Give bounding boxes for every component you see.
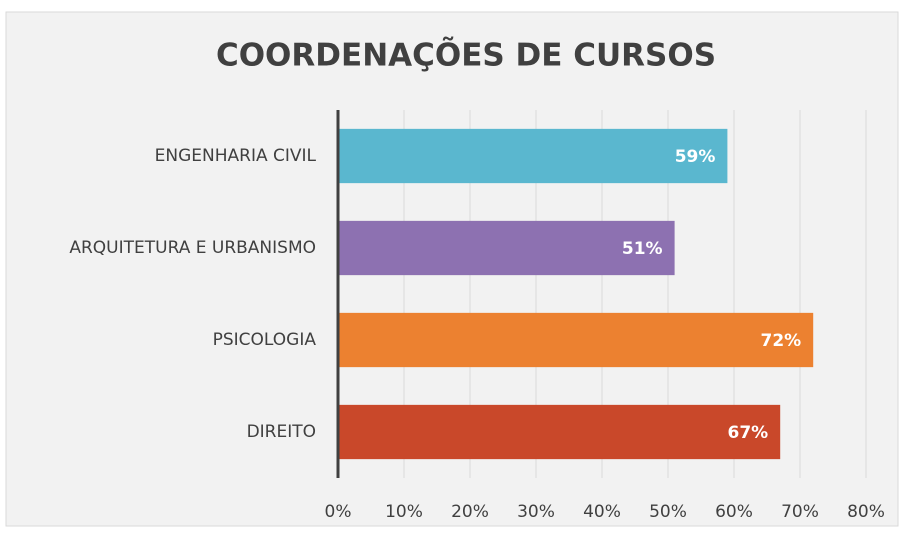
y-tick-label: PSICOLOGIA bbox=[213, 330, 317, 350]
x-tick-label: 30% bbox=[517, 502, 555, 522]
y-tick-label: DIREITO bbox=[247, 422, 316, 442]
x-tick-label: 60% bbox=[715, 502, 753, 522]
x-tick-label: 0% bbox=[325, 502, 352, 522]
data-label: 72% bbox=[760, 331, 801, 351]
x-tick-label: 50% bbox=[649, 502, 687, 522]
bar bbox=[338, 128, 728, 184]
bar bbox=[338, 312, 814, 368]
data-label: 59% bbox=[675, 147, 716, 167]
x-tick-label: 70% bbox=[781, 502, 819, 522]
chart-title: COORDENAÇÕES DE CURSOS bbox=[216, 37, 716, 74]
y-tick-label: ENGENHARIA CIVIL bbox=[155, 146, 317, 166]
bar bbox=[338, 404, 781, 460]
bar bbox=[338, 220, 675, 276]
x-tick-label: 80% bbox=[847, 502, 885, 522]
y-tick-label: ARQUITETURA E URBANISMO bbox=[69, 238, 316, 258]
x-tick-label: 20% bbox=[451, 502, 489, 522]
data-label: 67% bbox=[727, 423, 768, 443]
x-tick-label: 40% bbox=[583, 502, 621, 522]
x-tick-label: 10% bbox=[385, 502, 423, 522]
data-label: 51% bbox=[622, 239, 663, 259]
